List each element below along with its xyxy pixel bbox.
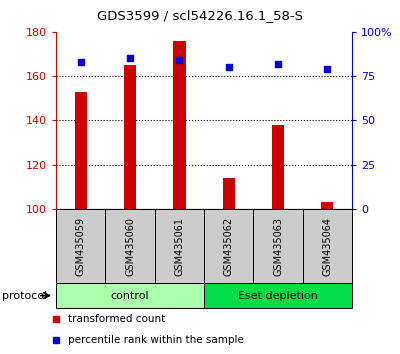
Text: transformed count: transformed count — [68, 314, 165, 324]
Bar — [321, 202, 334, 209]
Bar — [173, 41, 186, 209]
Text: Eset depletion: Eset depletion — [238, 291, 318, 301]
Bar — [204, 209, 253, 283]
Text: percentile rank within the sample: percentile rank within the sample — [68, 335, 244, 345]
Text: GDS3599 / scl54226.16.1_58-S: GDS3599 / scl54226.16.1_58-S — [97, 10, 303, 22]
Bar — [124, 65, 136, 209]
Text: GSM435063: GSM435063 — [273, 217, 283, 275]
Bar — [272, 125, 284, 209]
Bar — [222, 178, 235, 209]
Bar — [303, 209, 352, 283]
Point — [324, 66, 330, 72]
Point — [78, 59, 84, 65]
Text: protocol: protocol — [2, 291, 47, 301]
Bar — [56, 209, 105, 283]
Bar — [253, 209, 303, 283]
Point — [127, 56, 133, 61]
Text: control: control — [111, 291, 149, 301]
Text: GSM435062: GSM435062 — [224, 216, 234, 276]
Bar — [204, 283, 352, 308]
Text: GSM435061: GSM435061 — [174, 217, 184, 275]
Point — [275, 61, 281, 67]
Bar — [105, 209, 155, 283]
Text: GSM435060: GSM435060 — [125, 217, 135, 275]
Text: GSM435064: GSM435064 — [322, 217, 332, 275]
Bar — [155, 209, 204, 283]
Point — [176, 57, 182, 63]
Bar — [56, 283, 204, 308]
Bar — [74, 92, 87, 209]
Text: GSM435059: GSM435059 — [76, 216, 86, 276]
Point — [226, 64, 232, 70]
